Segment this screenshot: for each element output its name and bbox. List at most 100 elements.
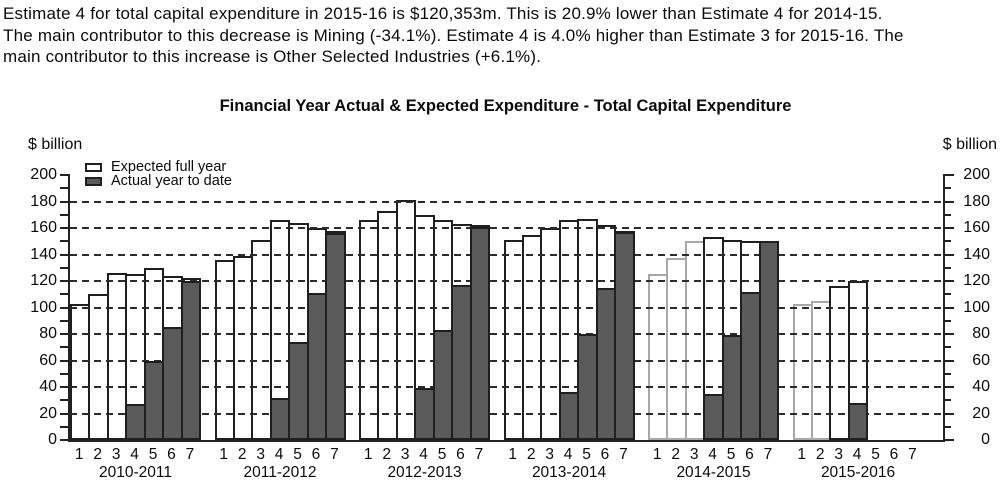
year-label-2010-2011: 2010-2011 (99, 464, 172, 481)
x-tick-label-2012-2013-6: 6 (456, 446, 465, 463)
bar-actual-2010-2011-est5 (143, 360, 165, 440)
y-tick-right-140 (945, 253, 954, 256)
y-tick-label-right-100: 100 (963, 298, 990, 316)
bar-actual-2011-2012-est7 (325, 233, 346, 440)
bar-expected-2014-2015-est3 (684, 241, 706, 440)
y-tick-right-30 (945, 399, 951, 402)
y-tick-right-110 (945, 293, 951, 296)
x-tick-label-2012-2013-3: 3 (400, 446, 410, 463)
x-tick-label-2010-2011-2: 2 (93, 446, 102, 463)
x-tick-label-2012-2013-7: 7 (474, 446, 484, 463)
bar-expected-2015-2016-est2 (810, 300, 832, 440)
expected-full-year-swatch-icon (85, 162, 102, 172)
y-tick-right-60 (945, 359, 954, 362)
gridline-160 (70, 227, 943, 229)
legend-label-expected: Expected full year (111, 159, 227, 175)
y-tick-label-right-0: 0 (981, 431, 990, 448)
bar-actual-2011-2012-est4 (269, 397, 291, 440)
y-tick-label-right-140: 140 (963, 245, 990, 263)
y-tick-right-200 (945, 174, 954, 176)
x-tick-label-2014-2015-7: 7 (763, 446, 773, 463)
bar-actual-2013-2014-est6 (595, 287, 617, 440)
x-tick-label-2013-2014-2: 2 (526, 446, 536, 463)
year-label-2012-2013: 2012-2013 (387, 464, 462, 481)
y-tick-left-170 (60, 213, 68, 216)
y-axis-label-right: $ billion (942, 136, 997, 153)
y-tick-left-80 (60, 333, 68, 335)
y-tick-right-90 (945, 319, 951, 322)
y-tick-right-0 (945, 439, 954, 441)
bar-actual-2010-2011-est4 (125, 404, 146, 440)
y-tick-left-190 (60, 187, 68, 190)
y-tick-label-left-60: 60 (39, 351, 57, 369)
bar-actual-2013-2014-est7 (614, 231, 635, 440)
x-tick-label-2015-2016-4: 4 (852, 446, 862, 463)
gridline-100 (70, 306, 943, 309)
year-label-2014-2015: 2014-2015 (676, 464, 751, 481)
chart-legend: Expected full year Actual year to date (85, 160, 232, 188)
x-tick-label-2014-2015-6: 6 (745, 446, 754, 463)
x-tick-label-2010-2011-3: 3 (111, 446, 121, 463)
bar-actual-2012-2013-est4 (414, 388, 435, 440)
chart-title: Financial Year Actual & Expected Expendi… (219, 97, 792, 115)
y-tick-left-180 (60, 200, 68, 203)
y-tick-left-70 (60, 346, 68, 349)
bar-expected-2013-2014-est2 (521, 234, 543, 440)
y-tick-label-right-120: 120 (963, 272, 990, 289)
bar-actual-2012-2013-est6 (451, 284, 472, 440)
x-tick-label-2010-2011-5: 5 (148, 446, 158, 463)
x-tick-label-2010-2011-1: 1 (74, 446, 84, 463)
y-tick-left-90 (60, 319, 68, 322)
y-tick-left-30 (60, 399, 68, 402)
y-tick-label-left-80: 80 (39, 325, 57, 342)
x-tick-label-2015-2016-7: 7 (908, 446, 917, 463)
x-tick-label-2011-2012-7: 7 (330, 446, 339, 463)
bar-actual-2014-2015-est7 (758, 241, 780, 440)
summary-line-2: The main contributor to this decrease is… (3, 25, 904, 45)
y-tick-right-130 (945, 266, 951, 269)
gridline-80 (70, 333, 943, 335)
summary-paragraph: Estimate 4 for total capital expenditure… (3, 3, 999, 68)
y-tick-left-140 (60, 253, 68, 256)
legend-label-actual: Actual year to date (111, 173, 232, 189)
x-tick-label-2014-2015-3: 3 (689, 446, 699, 463)
y-tick-left-100 (60, 306, 68, 309)
y-tick-label-right-80: 80 (972, 325, 990, 342)
y-tick-left-160 (60, 227, 68, 229)
y-tick-label-right-180: 180 (963, 192, 990, 210)
x-tick-label-2010-2011-7: 7 (185, 446, 195, 463)
bar-actual-2014-2015-est6 (740, 291, 761, 440)
y-tick-label-left-140: 140 (30, 245, 57, 263)
bar-expected-2010-2011-est1 (70, 303, 91, 440)
bar-expected-2010-2011-est3 (106, 273, 128, 440)
x-tick-label-2011-2012-6: 6 (311, 446, 321, 463)
gridline-60 (70, 359, 943, 362)
y-tick-label-left-200: 200 (30, 166, 57, 183)
x-tick-label-2013-2014-3: 3 (545, 446, 554, 463)
x-tick-label-2011-2012-5: 5 (293, 446, 302, 463)
y-tick-label-left-20: 20 (39, 404, 57, 422)
bar-actual-2010-2011-est7 (180, 281, 202, 440)
y-tick-label-right-160: 160 (963, 219, 990, 236)
x-tick-label-2013-2014-6: 6 (600, 446, 610, 463)
bar-actual-2010-2011-est6 (162, 327, 183, 440)
x-tick-label-2015-2016-6: 6 (889, 446, 899, 463)
x-tick-label-2014-2015-5: 5 (726, 446, 736, 463)
summary-line-3: main contributor to this increase is Oth… (3, 47, 542, 66)
y-tick-right-40 (945, 386, 954, 388)
y-axis-right (943, 174, 945, 442)
x-tick-label-2013-2014-5: 5 (582, 446, 591, 463)
bar-expected-2015-2016-est3 (829, 286, 850, 440)
y-tick-right-100 (945, 306, 954, 309)
y-axis-label-left: $ billion (28, 136, 83, 153)
y-tick-right-20 (945, 412, 954, 415)
gridline-180 (70, 200, 943, 203)
x-tick-label-2013-2014-4: 4 (563, 446, 573, 463)
y-tick-right-70 (945, 346, 951, 349)
bar-expected-2011-2012-est3 (251, 239, 272, 440)
x-tick-label-2011-2012-3: 3 (256, 446, 265, 463)
y-tick-right-180 (945, 200, 954, 203)
x-tick-label-2013-2014-7: 7 (619, 446, 628, 463)
x-tick-label-2015-2016-3: 3 (834, 446, 843, 463)
year-label-2015-2016: 2015-2016 (820, 464, 896, 481)
